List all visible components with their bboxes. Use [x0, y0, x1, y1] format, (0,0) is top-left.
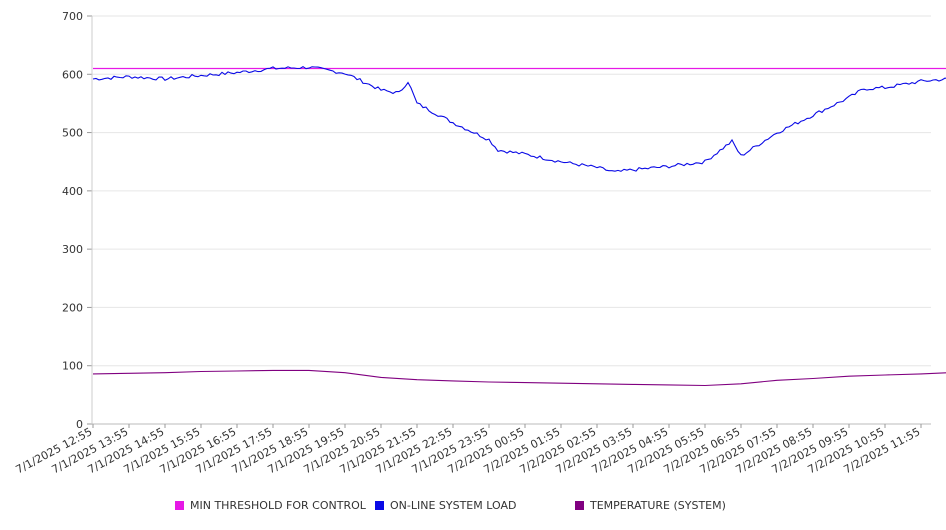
legend-swatch	[175, 501, 184, 510]
series-lines	[92, 65, 946, 387]
y-tick-label: 500	[62, 127, 83, 140]
x-axis-ticks: 7/1/2025 12:557/1/2025 13:557/1/2025 14:…	[14, 425, 923, 476]
y-tick-label: 100	[62, 360, 83, 373]
y-tick-label: 600	[62, 68, 83, 81]
series-line-system-load	[92, 65, 946, 172]
y-tick-label: 400	[62, 185, 83, 198]
legend-label: MIN THRESHOLD FOR CONTROL	[190, 499, 367, 512]
y-tick-label: 200	[62, 301, 83, 314]
legend: MIN THRESHOLD FOR CONTROL ON-LINE SYSTEM …	[175, 499, 726, 512]
y-axis-ticks: 0 100 200 300 400 500 600 700	[62, 10, 83, 431]
y-tick-label: 300	[62, 243, 83, 256]
grid	[92, 15, 931, 425]
series-line-temperature	[92, 369, 946, 387]
y-tick-label: 700	[62, 10, 83, 23]
legend-label: TEMPERATURE (SYSTEM)	[589, 499, 726, 512]
legend-label: ON-LINE SYSTEM LOAD	[390, 499, 516, 512]
legend-swatch	[375, 501, 384, 510]
legend-swatch	[575, 501, 584, 510]
y-tick-label: 0	[76, 418, 83, 431]
axes	[87, 15, 931, 428]
